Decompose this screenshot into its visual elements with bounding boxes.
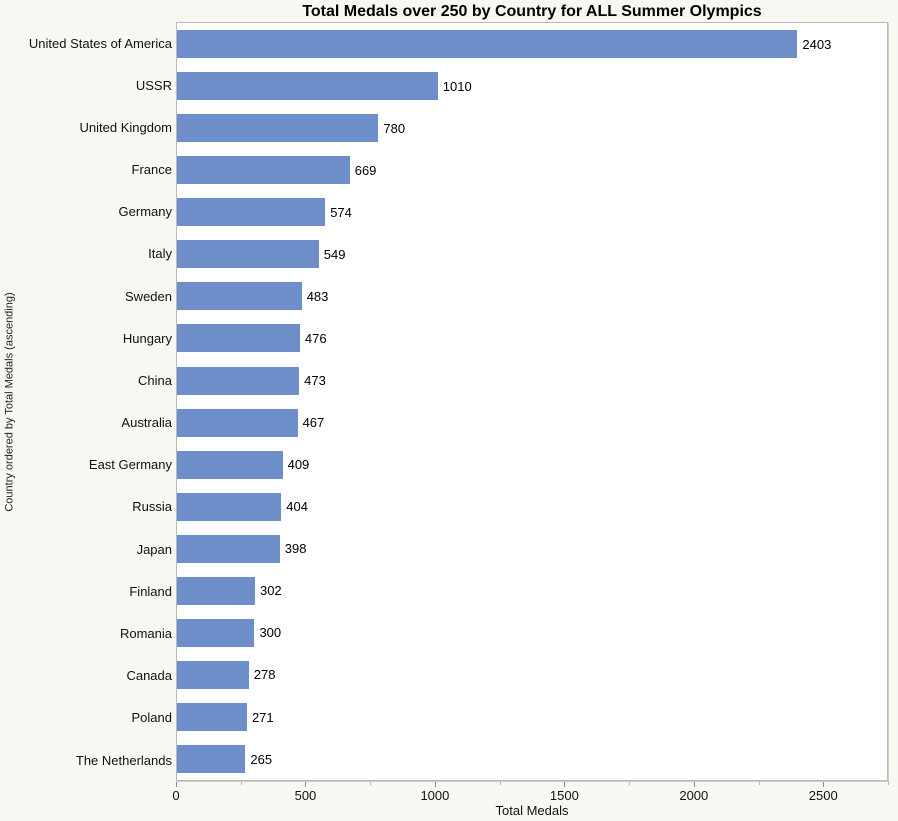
bar-row: 271	[177, 696, 887, 738]
bar-row: 476	[177, 317, 887, 359]
bar-value-label: 300	[259, 625, 282, 641]
x-minor-tick	[370, 782, 372, 785]
x-major-tick	[176, 782, 177, 787]
x-major-tick	[823, 782, 825, 787]
bar-value-label: 780	[383, 120, 406, 136]
x-axis-title: Total Medals	[495, 803, 569, 818]
x-minor-tick	[758, 782, 760, 785]
bar-value-label: 302	[259, 583, 282, 599]
bar-row: 669	[177, 149, 887, 191]
x-minor-tick	[240, 782, 242, 785]
bars-container: 2403 1010 780 669 574 549 483 476 473 467 409 404 39…	[177, 23, 887, 780]
category-label: Romania	[119, 625, 172, 641]
bar[interactable]	[177, 240, 319, 269]
category-label: Poland	[131, 710, 172, 726]
y-axis-category-labels: United States of America USSR United Kingd…	[24, 22, 172, 781]
bar-row: 2403	[177, 23, 887, 65]
bar-value-label: 669	[354, 162, 377, 178]
category-label: Australia	[121, 415, 172, 431]
bar[interactable]	[177, 660, 249, 689]
x-major-tick	[434, 782, 436, 787]
x-major-tick	[305, 782, 307, 787]
bar-value-label: 476	[304, 330, 327, 346]
bar-row: 467	[177, 402, 887, 444]
bar-value-label: 404	[286, 499, 308, 515]
plot-area: 2403 1010 780 669 574 549 483 476 473 467 409 404 39…	[176, 22, 888, 781]
category-label: Germany	[118, 204, 172, 220]
bar-row: 1010	[177, 65, 887, 107]
category-label: France	[131, 162, 172, 178]
bar[interactable]	[177, 72, 438, 101]
bar[interactable]	[177, 450, 283, 479]
x-major-tick	[564, 782, 566, 787]
bar-row: 302	[177, 570, 887, 612]
category-label: USSR	[135, 77, 172, 93]
bar[interactable]	[177, 30, 798, 59]
y-axis-title-container: Country ordered by Total Medals (ascendi…	[0, 22, 22, 781]
category-label: Hungary	[122, 330, 172, 346]
bar-value-label: 574	[330, 204, 352, 220]
bar-value-label: 409	[287, 457, 310, 473]
x-axis: Total Medals 0 500 1000 1500 2000 2500	[172, 782, 889, 821]
x-tick-label: 1000	[420, 788, 450, 803]
bar-value-label: 2403	[802, 36, 832, 52]
category-label: The Netherlands	[75, 752, 172, 768]
bar-row: 300	[177, 612, 887, 654]
bar[interactable]	[177, 366, 300, 395]
bar[interactable]	[177, 534, 280, 563]
x-tick-label: 2000	[679, 788, 709, 803]
x-minor-tick	[499, 782, 501, 785]
bar-value-label: 483	[306, 288, 329, 304]
category-label: Finland	[129, 583, 172, 599]
bar[interactable]	[177, 408, 298, 437]
y-axis-title: Country ordered by Total Medals (ascendi…	[4, 291, 16, 512]
bar-value-label: 467	[302, 415, 325, 431]
bar[interactable]	[177, 576, 255, 605]
bar[interactable]	[177, 703, 247, 732]
bar[interactable]	[177, 324, 300, 353]
bar-row: 549	[177, 233, 887, 275]
x-minor-tick	[888, 782, 889, 785]
bar-row: 574	[177, 191, 887, 233]
bar-value-label: 271	[251, 709, 274, 725]
bar-value-label: 265	[250, 751, 273, 767]
bar-row: 265	[177, 738, 887, 780]
bar[interactable]	[177, 492, 282, 521]
bar[interactable]	[177, 198, 326, 227]
chart-title: Total Medals over 250 by Country for ALL…	[302, 3, 762, 20]
bar-row: 473	[177, 360, 887, 402]
bar[interactable]	[177, 618, 255, 647]
bar-value-label: 278	[253, 667, 276, 683]
x-tick-label: 1500	[549, 788, 579, 803]
bar-row: 398	[177, 528, 887, 570]
bar-row: 278	[177, 654, 887, 696]
x-tick-label: 500	[294, 788, 317, 803]
category-label: United Kingdom	[79, 119, 173, 135]
bar-row: 404	[177, 486, 887, 528]
bar-row: 483	[177, 275, 887, 317]
bar[interactable]	[177, 114, 379, 143]
x-minor-tick	[629, 782, 631, 785]
category-label: Russia	[132, 499, 172, 515]
bar-value-label: 1010	[442, 78, 472, 94]
bar[interactable]	[177, 282, 302, 311]
category-label: Italy	[148, 246, 172, 262]
category-label: United States of America	[28, 35, 172, 51]
bar[interactable]	[177, 745, 246, 774]
bar[interactable]	[177, 156, 350, 185]
bar-value-label: 398	[284, 541, 307, 557]
category-label: East Germany	[88, 457, 172, 473]
category-label: Canada	[126, 668, 172, 684]
x-tick-label: 2500	[808, 788, 838, 803]
bar-value-label: 473	[304, 373, 326, 389]
x-major-tick	[693, 782, 695, 787]
bar-row: 409	[177, 444, 887, 486]
category-label: Japan	[136, 541, 172, 557]
bar-row: 780	[177, 107, 887, 149]
bar-value-label: 549	[323, 246, 346, 262]
x-tick-label: 0	[172, 788, 180, 803]
category-label: China	[138, 372, 172, 388]
category-label: Sweden	[125, 288, 172, 304]
